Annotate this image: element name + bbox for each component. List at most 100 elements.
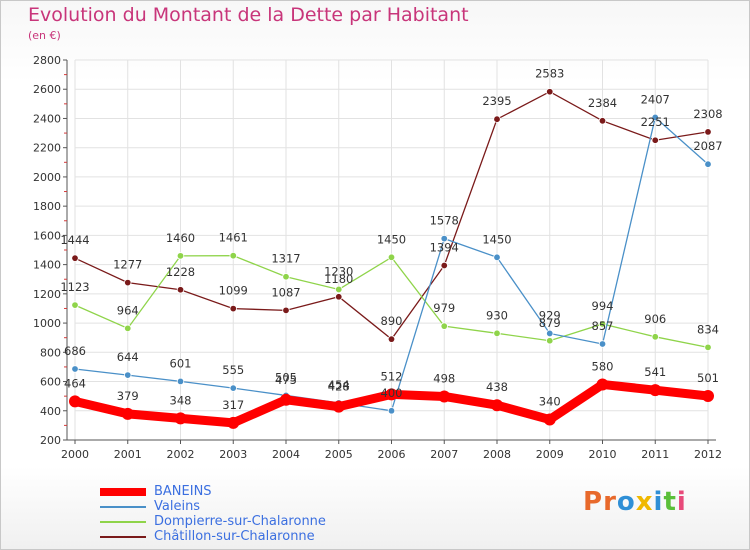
legend-swatch [100,487,146,496]
data-point-ch-tillon-sur-chalaronne [387,335,396,343]
logo-letter: t [663,487,677,517]
data-point-dompierre-sur-chalaronne [71,301,79,309]
data-point-dompierre-sur-chalaronne [282,273,290,281]
logo-letter: x [635,487,654,517]
data-label: 601 [170,356,192,370]
x-tick-label: 2012 [694,448,722,461]
x-tick-label: 2005 [325,448,353,461]
data-point-dompierre-sur-chalaronne [546,337,554,345]
data-point-baneins [702,390,714,403]
data-label: 1394 [430,240,459,254]
data-label: 644 [117,350,139,364]
data-point-ch-tillon-sur-chalaronne [124,278,132,287]
data-label: 428 [328,380,350,394]
data-point-valeins [598,340,607,348]
x-tick-label: 2000 [61,448,89,461]
data-point-dompierre-sur-chalaronne [651,333,659,341]
data-point-valeins [493,253,501,262]
x-tick-label: 2011 [641,448,669,461]
data-label: 1277 [113,258,142,272]
data-point-baneins [438,390,451,403]
data-point-ch-tillon-sur-chalaronne [282,306,290,315]
data-label: 1180 [324,272,353,286]
y-tick-label: 2000 [33,171,61,184]
y-tick-label: 2600 [33,83,61,96]
data-label: 1099 [219,284,248,298]
y-tick-label: 1800 [33,200,61,213]
data-point-dompierre-sur-chalaronne [598,320,607,328]
x-tick-label: 2001 [114,448,142,461]
data-label: 2583 [535,67,564,81]
y-tick-label: 200 [40,434,61,447]
data-label: 906 [644,312,666,326]
data-label: 1230 [324,264,353,278]
data-label: 1461 [219,231,248,245]
data-point-ch-tillon-sur-chalaronne [71,254,79,262]
data-point-baneins [385,388,398,401]
y-tick-label: 2200 [33,142,61,155]
data-label: 2251 [641,115,670,129]
data-point-ch-tillon-sur-chalaronne [176,286,185,294]
chart-title: Evolution du Montant de la Dette par Hab… [28,4,469,26]
data-point-dompierre-sur-chalaronne [124,324,132,333]
logo-letter: P [583,487,604,517]
data-point-dompierre-sur-chalaronne [176,252,185,260]
data-label: 930 [486,308,508,322]
data-label: 929 [539,308,561,322]
data-label: 1317 [271,252,300,266]
data-label: 964 [117,303,139,317]
legend-swatch [100,505,146,508]
logo-letter: o [616,487,636,517]
data-label: 2308 [693,107,722,121]
data-label: 994 [592,299,614,313]
data-label: 379 [117,389,139,403]
data-point-ch-tillon-sur-chalaronne [598,117,607,125]
data-point-ch-tillon-sur-chalaronne [493,115,501,123]
data-label: 438 [486,380,508,394]
data-point-baneins [280,393,292,406]
data-point-baneins [596,378,609,391]
data-label: 1450 [482,232,511,246]
legend-label: Dompierre-sur-Chalaronne [154,514,326,529]
data-point-ch-tillon-sur-chalaronne [704,128,712,136]
data-point-dompierre-sur-chalaronne [493,329,501,338]
data-label: 857 [592,319,614,333]
legend: BANEINS Valeins Dompierre-sur-Chalaronne Ch… [100,484,326,544]
data-point-ch-tillon-sur-chalaronne [335,293,343,301]
data-point-baneins [69,395,81,408]
y-tick-label: 2800 [33,54,61,67]
x-tick-label: 2006 [378,448,406,461]
data-point-baneins [174,412,187,425]
data-label: 464 [64,376,86,390]
data-label: 1450 [377,232,406,246]
data-label: 555 [222,363,244,377]
y-tick-label: 800 [40,346,61,359]
data-point-ch-tillon-sur-chalaronne [546,88,554,96]
y-tick-label: 400 [40,405,61,418]
x-tick-label: 2007 [430,448,458,461]
data-point-baneins [649,384,662,397]
data-label: 1578 [430,214,459,228]
legend-label: BANEINS [154,484,212,499]
legend-item: Châtillon-sur-Chalaronne [100,529,326,544]
data-point-valeins [176,377,185,386]
data-point-valeins [651,113,659,122]
data-label: 879 [539,316,561,330]
data-label: 580 [592,359,614,373]
data-label: 475 [275,373,297,387]
data-label: 2395 [482,94,511,108]
data-label: 505 [275,370,297,384]
data-label: 541 [644,365,666,379]
data-point-valeins [546,329,554,338]
y-tick-label: 1200 [33,288,61,301]
logo-letter: r [603,487,617,517]
y-tick-label: 2400 [33,112,61,125]
x-tick-label: 2004 [272,448,300,461]
legend-item: Valeins [100,499,326,514]
data-point-valeins [440,234,448,243]
data-label: 979 [433,301,455,315]
legend-swatch [100,520,146,523]
data-label: 340 [539,395,561,409]
